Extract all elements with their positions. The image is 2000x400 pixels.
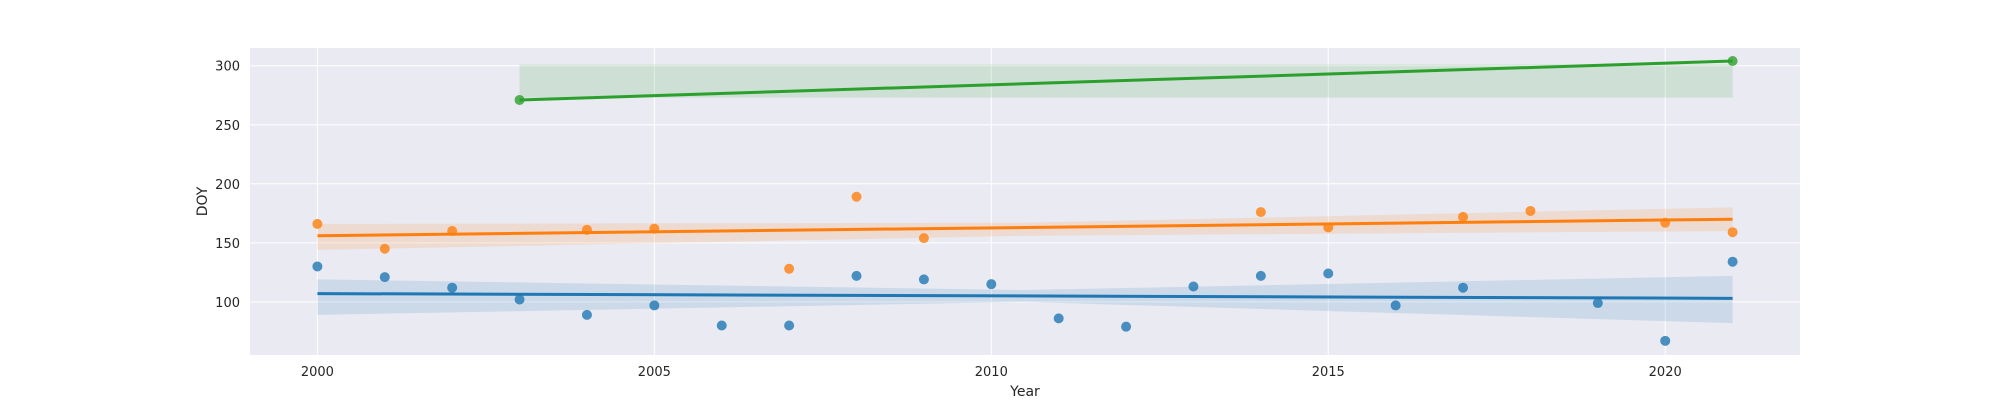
data-point-series-1 [1390, 300, 1401, 311]
x-tick-label: 2020 [1649, 365, 1682, 380]
data-point-series-1 [918, 274, 929, 285]
data-point-series-1 [649, 300, 660, 311]
data-point-series-1 [1053, 313, 1064, 324]
regression-line-series-3 [519, 59, 1733, 102]
data-point-series-2 [851, 191, 862, 202]
data-point-series-1 [1188, 281, 1199, 292]
data-point-series-2 [649, 223, 660, 234]
data-point-series-2 [379, 243, 390, 254]
data-point-series-1 [514, 294, 525, 305]
y-axis-label: DOY [195, 186, 211, 216]
data-point-series-3 [1727, 55, 1738, 66]
data-point-series-1 [1592, 298, 1603, 309]
x-tick-label: 2010 [975, 365, 1008, 380]
confidence-band-series-1 [317, 275, 1733, 324]
data-point-series-2 [1727, 227, 1738, 238]
regression-line-series-1 [317, 292, 1733, 300]
x-tick-label: 2000 [301, 365, 334, 380]
regression-line-series-2 [317, 217, 1733, 238]
data-point-series-1 [716, 320, 727, 331]
data-point-series-2 [1525, 205, 1536, 216]
data-point-series-1 [379, 272, 390, 283]
data-point-series-2 [1458, 211, 1469, 222]
data-point-series-2 [447, 226, 458, 237]
data-point-series-1 [851, 270, 862, 281]
data-point-series-3 [514, 94, 525, 105]
data-point-series-2 [581, 224, 592, 235]
regression-lines [317, 59, 1733, 300]
data-point-series-1 [1458, 282, 1469, 293]
data-point-series-1 [784, 320, 795, 331]
x-tick-label: 2005 [638, 365, 671, 380]
data-point-series-1 [1660, 335, 1671, 346]
x-axis-label: Year [1009, 384, 1040, 400]
y-tick-label: 200 [215, 178, 240, 193]
data-point-series-1 [447, 282, 458, 293]
data-point-series-1 [1121, 321, 1132, 332]
data-point-series-1 [986, 279, 997, 290]
y-axis-ticks: 100 150 200 250 300 [215, 60, 240, 311]
data-point-series-1 [1323, 268, 1334, 279]
data-point-series-2 [1323, 222, 1334, 233]
y-tick-label: 300 [215, 60, 240, 75]
x-axis-ticks: 2000 2005 2010 2015 2020 [301, 365, 1682, 380]
data-point-series-2 [1660, 217, 1671, 228]
plot-area [250, 48, 1800, 355]
y-tick-label: 150 [215, 237, 240, 252]
data-point-series-2 [784, 263, 795, 274]
y-tick-label: 100 [215, 296, 240, 311]
data-point-series-1 [1255, 270, 1266, 281]
x-tick-label: 2015 [1312, 365, 1345, 380]
data-point-series-1 [1727, 256, 1738, 267]
data-point-series-2 [1255, 207, 1266, 218]
data-point-series-2 [918, 233, 929, 244]
data-point-series-1 [312, 261, 323, 272]
y-tick-label: 250 [215, 119, 240, 134]
data-points [312, 55, 1738, 346]
data-point-series-2 [312, 218, 323, 229]
data-point-series-1 [581, 309, 592, 320]
